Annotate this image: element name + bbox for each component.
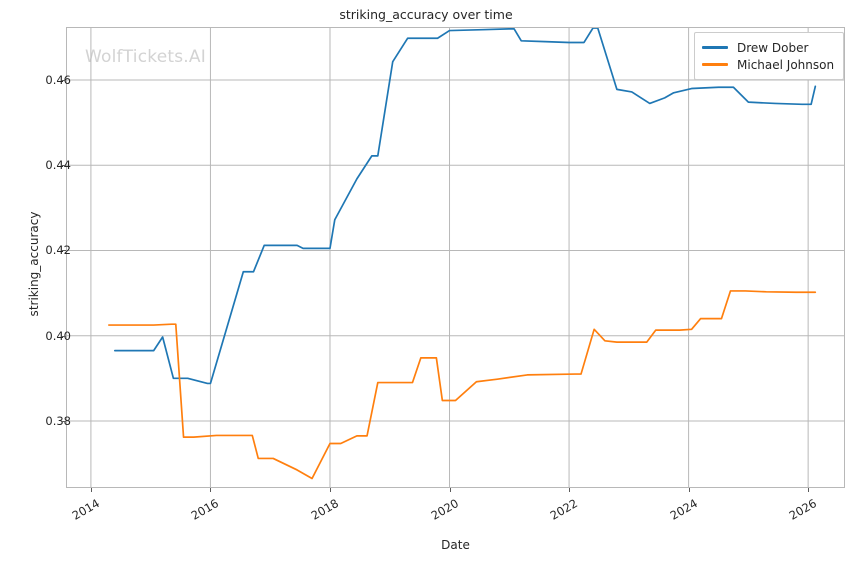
legend-label-michael-johnson: Michael Johnson <box>737 57 835 72</box>
x-tick-label: 2018 <box>308 496 341 523</box>
plot-area: WolfTickets.AI <box>66 27 845 488</box>
y-tick-label: 0.44 <box>45 158 71 173</box>
y-tick-label: 0.46 <box>45 72 71 87</box>
legend-item[interactable]: Drew Dober <box>702 39 834 56</box>
y-tick-label: 0.42 <box>45 243 71 258</box>
x-tick-mark <box>329 488 331 492</box>
series-lines <box>107 28 817 480</box>
y-axis-label: striking_accuracy <box>27 211 41 317</box>
x-tick-label: 2026 <box>786 496 820 523</box>
legend-swatch-drew-dober <box>702 46 728 49</box>
series-line <box>107 290 817 480</box>
legend-item[interactable]: Michael Johnson <box>702 56 834 73</box>
watermark: WolfTickets.AI <box>85 47 206 67</box>
x-tick-mark <box>808 488 810 492</box>
chart-legend: Drew Dober Michael Johnson <box>694 32 845 80</box>
x-tick-mark <box>569 488 571 492</box>
x-tick-mark <box>210 488 212 492</box>
x-tick-label: 2020 <box>428 496 461 523</box>
legend-label-drew-dober: Drew Dober <box>737 40 809 55</box>
y-tick-label: 0.38 <box>45 413 71 428</box>
y-tick-label: 0.40 <box>45 328 71 343</box>
x-tick-label: 2022 <box>547 496 581 523</box>
x-tick-mark <box>90 488 92 492</box>
gridlines <box>67 28 844 487</box>
x-tick-mark <box>688 488 690 492</box>
x-axis-label: Date <box>441 538 470 552</box>
x-tick-label: 2016 <box>189 496 222 523</box>
chart-title: striking_accuracy over time <box>339 7 513 22</box>
chart-canvas <box>67 28 844 487</box>
legend-swatch-michael-johnson <box>702 63 728 66</box>
series-line <box>113 28 817 385</box>
x-tick-mark <box>449 488 451 492</box>
x-tick-label: 2024 <box>667 496 700 523</box>
x-tick-label: 2014 <box>69 496 102 523</box>
